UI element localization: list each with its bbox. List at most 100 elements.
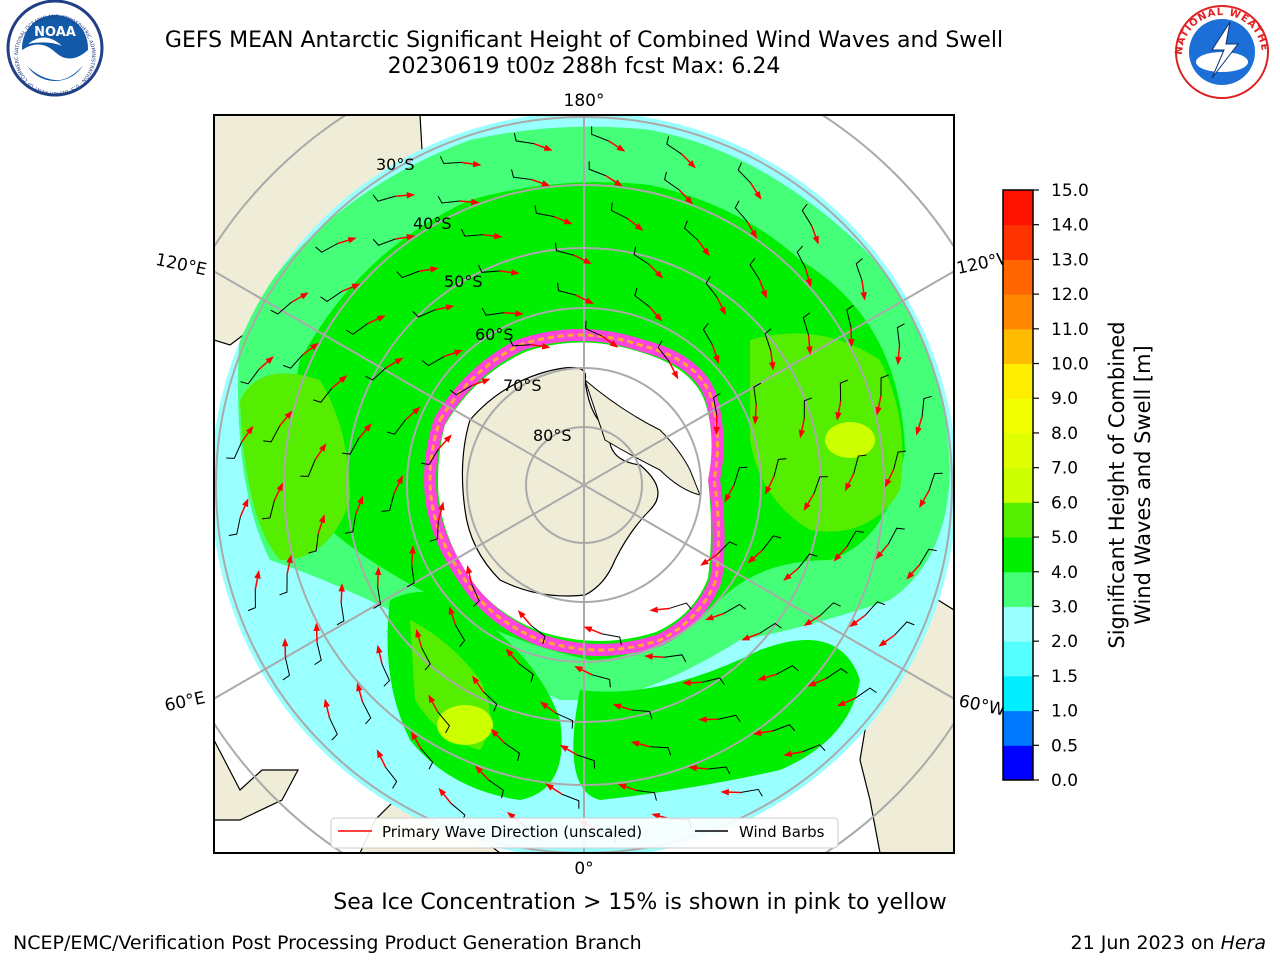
- wave-arrow-head: [472, 160, 482, 168]
- wind-barb: [509, 338, 531, 347]
- wave-arrow-head: [805, 278, 812, 288]
- wind-barb: [449, 385, 472, 396]
- wind-barb: [893, 450, 907, 470]
- wind-barb: [481, 307, 504, 316]
- wind-barb: [344, 513, 357, 534]
- wind-barb: [555, 242, 574, 256]
- wind-barb: [308, 533, 319, 554]
- wave-arrow-head: [844, 482, 852, 492]
- wind-barb: [406, 565, 415, 588]
- wave-arrow-head: [481, 378, 491, 385]
- wave-arrow-head: [443, 434, 452, 443]
- map-title: GEFS MEAN Antarctic Significant Height o…: [164, 28, 1004, 53]
- wave-arrow-head: [313, 622, 320, 632]
- wave-arrow-head: [719, 306, 726, 316]
- wind-barb: [421, 448, 439, 466]
- colorbar-tick-label: 15.0: [1051, 181, 1089, 201]
- wind-barb: [513, 132, 534, 145]
- wave-arrow-head: [394, 357, 404, 365]
- wind-barb: [846, 304, 854, 328]
- lat-label-70s: 70°S: [503, 376, 542, 395]
- colorbar-label-line2: Wind Waves and Swell [m]: [1131, 345, 1155, 625]
- wind-barb: [261, 500, 275, 520]
- wave-arrow-head: [757, 674, 767, 681]
- colorbar-label-line1: Significant Height of Combined: [1105, 321, 1129, 648]
- wind-barb: [864, 601, 886, 616]
- wind-barb: [880, 374, 889, 396]
- colorbar-swatch: [1003, 328, 1033, 365]
- lon-label-60e: 60°E: [163, 688, 207, 716]
- wind-barb: [460, 228, 483, 237]
- wind-barb: [666, 136, 683, 155]
- wave-arrow-head: [541, 180, 551, 187]
- wave-arrow-head: [654, 313, 663, 322]
- wave-arrow-head: [281, 637, 289, 647]
- wind-barb: [853, 454, 867, 474]
- wave-arrow-head: [357, 495, 364, 505]
- wave-arrow-head: [543, 144, 553, 151]
- wind-barbs: [226, 126, 943, 843]
- wave-arrow-head: [895, 356, 902, 366]
- wave-arrow-head: [807, 680, 817, 687]
- wave-arrow-head: [860, 291, 867, 301]
- colorbar-swatch: [1003, 745, 1033, 781]
- wind-barb: [802, 744, 826, 753]
- wave-arrow-head: [471, 198, 480, 206]
- wind-barb: [610, 202, 628, 219]
- wind-barb: [365, 367, 387, 381]
- wind-barb: [282, 657, 291, 681]
- wind-barb: [802, 312, 810, 336]
- wind-barb: [759, 622, 782, 634]
- wave-arrow-head: [338, 583, 345, 592]
- wind-barb: [669, 602, 692, 610]
- wave-arrow-head: [410, 731, 418, 741]
- wave-arrow-head: [713, 426, 720, 436]
- wind-barb: [762, 535, 782, 551]
- colorbar-swatch: [1003, 432, 1033, 469]
- wave-arrow-head: [644, 653, 653, 660]
- wind-barb: [737, 162, 752, 184]
- wind-barb: [530, 624, 546, 645]
- wave-arrow-head: [634, 223, 644, 231]
- colorbar-swatch: [1003, 190, 1033, 226]
- wind-barb: [381, 492, 395, 512]
- wind-barb: [345, 323, 368, 335]
- wave-arrow-head: [875, 550, 884, 560]
- wind-barb: [631, 709, 653, 720]
- wave-arrow-head: [798, 429, 806, 439]
- colorbar-tick-label: 1.5: [1051, 667, 1078, 687]
- wind-barb: [716, 541, 738, 556]
- wave-arrow-head: [517, 610, 526, 619]
- wind-barb: [518, 663, 534, 683]
- wave-arrow-head: [614, 179, 623, 187]
- wind-barb: [708, 766, 731, 775]
- wind-barb: [650, 746, 672, 756]
- colorbar-swatch: [1003, 537, 1033, 573]
- colorbar: 0.0 0.5 1.0 1.5 2.0 3.0 4.0 5.0 6.0 7.0 8.0 9.0 10.0…: [1002, 181, 1089, 791]
- wave-arrow-head: [506, 811, 516, 820]
- wave-arrow-head: [705, 614, 714, 621]
- wave-arrow-head: [376, 315, 386, 322]
- wave-arrow-head: [754, 191, 762, 200]
- wind-barb: [439, 156, 462, 165]
- colorbar-swatch: [1003, 224, 1033, 260]
- colorbar-tick-label: 0.5: [1051, 736, 1078, 756]
- wave-arrow-head: [616, 144, 626, 152]
- wind-barb: [373, 586, 382, 609]
- wind-barb: [477, 264, 500, 273]
- wave-arrow-head: [803, 618, 813, 627]
- wave-arrow-head: [698, 716, 707, 723]
- wave-arrow-head: [430, 266, 439, 273]
- wind-barb: [228, 516, 241, 536]
- wind-barb: [733, 466, 748, 486]
- lat-label-60s: 60°S: [475, 325, 514, 344]
- wind-barb: [315, 243, 338, 253]
- wind-barb: [723, 603, 747, 614]
- wind-barb: [588, 161, 607, 177]
- wind-barb: [576, 754, 596, 769]
- wave-arrow-head: [617, 783, 627, 790]
- wave-arrow-head: [884, 478, 892, 488]
- wind-barb: [300, 459, 316, 477]
- colorbar-tick-label: 5.0: [1051, 528, 1078, 548]
- wave-arrow-head: [878, 639, 888, 647]
